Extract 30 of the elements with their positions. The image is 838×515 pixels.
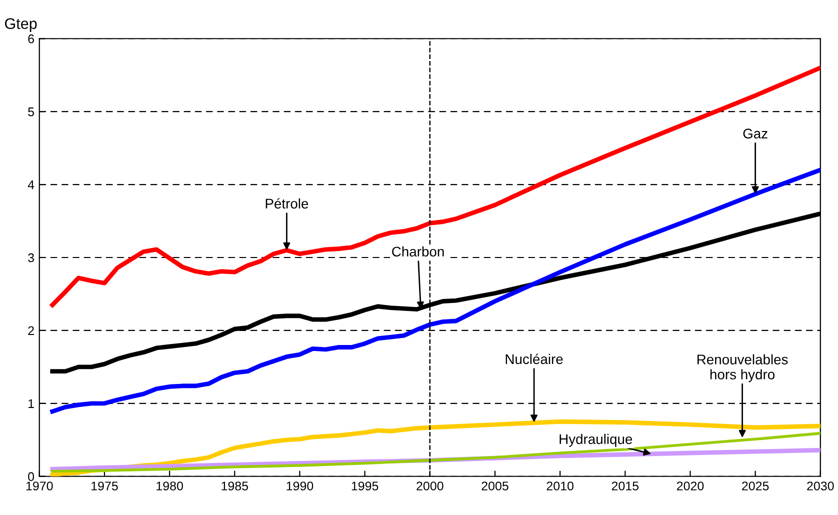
x-tick-label: 1985 (222, 482, 248, 490)
annotation: Charbon (392, 246, 444, 257)
x-tick-label: 1980 (156, 482, 183, 490)
x-tick-label: 2030 (807, 482, 834, 490)
annotation: Nucléaire (506, 354, 563, 364)
x-tick-label: 1990 (286, 482, 314, 490)
y-axis-title: Gtep (5, 18, 37, 32)
y-tick-label: 4 (28, 180, 34, 190)
y-tick-label: 6 (28, 34, 34, 44)
y-tick-label: 5 (28, 108, 34, 116)
line-series (50, 66, 820, 308)
x-tick-label: 2000 (416, 482, 444, 490)
x-tick-label: 2005 (482, 482, 508, 490)
annotation: Gaz (743, 128, 768, 139)
y-tick-label: 3 (28, 253, 34, 262)
y-tick-label: 1 (28, 399, 34, 408)
y-tick-label: 2 (28, 326, 34, 335)
annotation: Hydraulique (560, 434, 632, 447)
x-tick-label: 1995 (352, 482, 378, 490)
annotation: Pétrole (266, 198, 308, 209)
line-series (50, 168, 820, 414)
x-tick-label: 2010 (546, 482, 574, 490)
x-tick-label: 2025 (742, 482, 769, 490)
line-series (51, 432, 820, 473)
x-tick-label: 2020 (676, 482, 704, 490)
x-tick-label: 2015 (612, 482, 639, 490)
x-tick-label: 1970 (26, 482, 53, 490)
x-tick-label: 1975 (92, 482, 118, 490)
y-tick-label: 0 (28, 472, 34, 482)
annotation: Renouvelables hors hydro (698, 354, 788, 382)
